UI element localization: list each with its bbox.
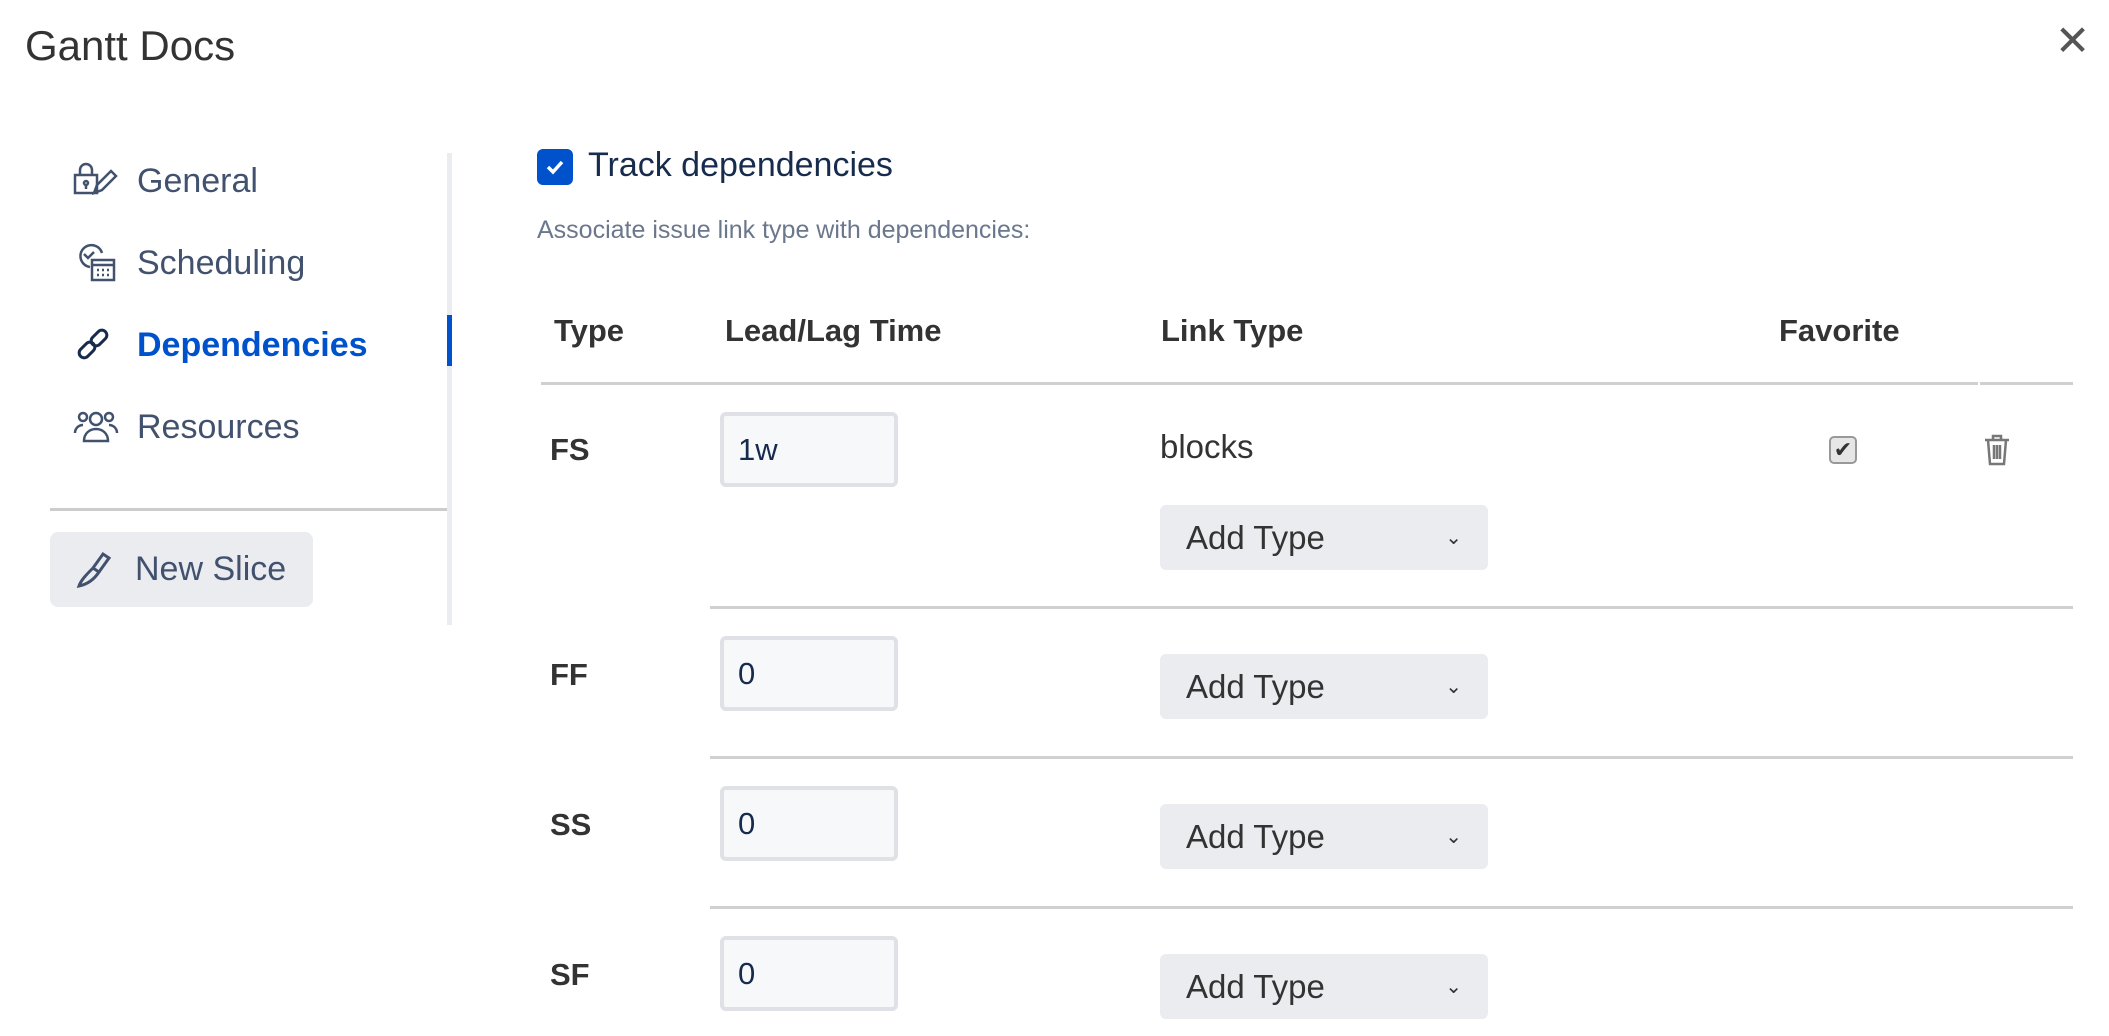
add-type-select[interactable]: Add Type ⌄ [1160,804,1488,869]
lead-lag-input[interactable]: 1w [720,412,898,487]
favorite-checkbox[interactable]: ✔ [1829,436,1857,464]
lead-lag-input[interactable]: 0 [720,636,898,711]
add-type-select[interactable]: Add Type ⌄ [1160,654,1488,719]
header-favorite: Favorite [1779,313,1900,348]
row-type: SF [550,957,590,992]
people-icon [73,411,119,443]
new-slice-label: New Slice [135,550,287,588]
clock-calendar-icon [79,243,116,282]
add-type-label: Add Type [1186,817,1325,855]
knife-icon [76,551,112,588]
header-lead-lag: Lead/Lag Time [725,313,942,348]
sidebar-item-label: Resources [137,407,300,446]
add-type-label: Add Type [1186,667,1325,705]
sidebar-item-scheduling[interactable]: Scheduling [72,235,305,291]
row-divider [710,756,2073,759]
link-type-tag: blocks [1160,428,1254,465]
add-type-label: Add Type [1186,967,1325,1005]
lock-edit-icon [73,162,118,196]
active-indicator [447,315,452,366]
header-divider [541,382,1978,385]
header-link-type: Link Type [1161,313,1304,348]
associate-hint: Associate issue link type with dependenc… [537,216,1031,244]
sidebar-item-label: Dependencies [137,325,368,364]
row-type: FF [550,657,588,692]
track-dependencies-label: Track dependencies [588,146,893,184]
dialog-title: Gantt Docs [25,22,236,69]
chevron-down-icon: ⌄ [1445,676,1462,698]
add-type-select[interactable]: Add Type ⌄ [1160,954,1488,1019]
sidebar-item-general[interactable]: General [72,153,258,209]
row-divider [710,906,2073,909]
header-divider [1980,382,2073,385]
sidebar-separator [50,508,447,511]
lead-lag-input[interactable]: 0 [720,786,898,861]
track-dependencies-checkbox[interactable] [537,149,573,185]
row-divider [710,606,2073,609]
sidebar-item-label: General [137,161,258,200]
link-icon [77,328,109,360]
trash-icon[interactable] [1983,434,2011,466]
sidebar-item-label: Scheduling [137,243,306,282]
sidebar-item-resources[interactable]: Resources [72,399,300,455]
chevron-down-icon: ⌄ [1445,527,1462,549]
lead-lag-input[interactable]: 0 [720,936,898,1011]
add-type-label: Add Type [1186,518,1325,556]
row-type: SS [550,807,592,842]
row-type: FS [550,432,590,467]
sidebar-divider [447,153,452,625]
chevron-down-icon: ⌄ [1445,826,1462,848]
chevron-down-icon: ⌄ [1445,976,1462,998]
sidebar-item-dependencies[interactable]: Dependencies [72,317,368,373]
new-slice-button[interactable]: New Slice [50,532,313,607]
check-icon [546,160,564,175]
add-type-select[interactable]: Add Type ⌄ [1160,505,1488,570]
close-icon[interactable]: ✕ [2055,17,2091,64]
header-type: Type [554,313,625,348]
